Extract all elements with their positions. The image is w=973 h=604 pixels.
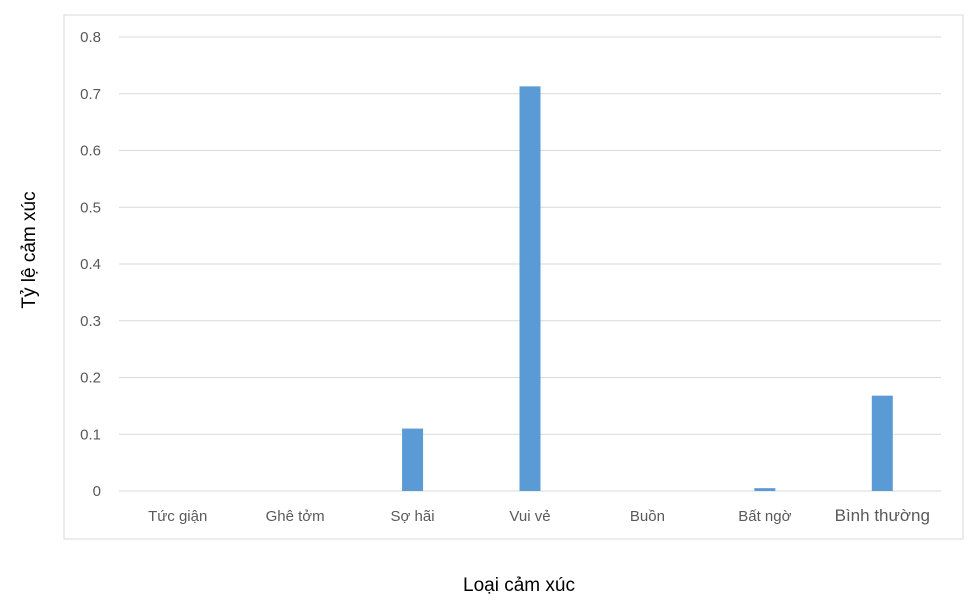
x-category-label: Sợ hãi <box>391 508 435 525</box>
x-category-label: Buồn <box>630 508 665 525</box>
bar <box>754 488 776 491</box>
y-tick-label: 0.1 <box>80 426 101 443</box>
y-tick-label: 0.2 <box>80 370 101 387</box>
y-axis-title: Tỷ lệ cảm xúc <box>19 191 40 308</box>
x-category-label: Tức giận <box>148 508 207 525</box>
y-tick-label: 0.7 <box>80 86 101 103</box>
bar <box>519 86 541 491</box>
bar <box>402 428 424 491</box>
y-tick-labels: 0 0.1 0.2 0.3 0.4 0.5 0.6 0.7 0.8 <box>80 29 101 500</box>
x-category-label: Bình thường <box>835 506 930 525</box>
y-tick-label: 0.8 <box>80 29 101 46</box>
y-tick-label: 0.3 <box>80 313 101 330</box>
y-tick-label: 0 <box>93 483 101 500</box>
y-tick-label: 0.6 <box>80 143 101 160</box>
x-category-label: Ghê tởm <box>266 508 325 525</box>
chart-area-border <box>63 14 964 540</box>
bars <box>402 86 893 491</box>
x-axis-title: Loại cảm xúc <box>463 575 575 596</box>
x-category-label: Bất ngờ <box>738 508 791 525</box>
bar <box>871 395 893 491</box>
x-category-label: Vui vẻ <box>509 508 550 525</box>
y-tick-label: 0.5 <box>80 199 101 216</box>
x-category-labels: Tức giận Ghê tởm Sợ hãi Vui vẻ Buồn Bất ngờ Bì… <box>148 506 930 525</box>
y-tick-label: 0.4 <box>80 256 101 273</box>
